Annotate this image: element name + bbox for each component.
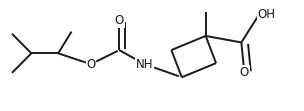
Text: O: O (86, 58, 95, 71)
Text: OH: OH (258, 8, 276, 21)
Text: O: O (240, 66, 249, 79)
Text: O: O (115, 14, 124, 27)
Text: NH: NH (136, 58, 153, 71)
